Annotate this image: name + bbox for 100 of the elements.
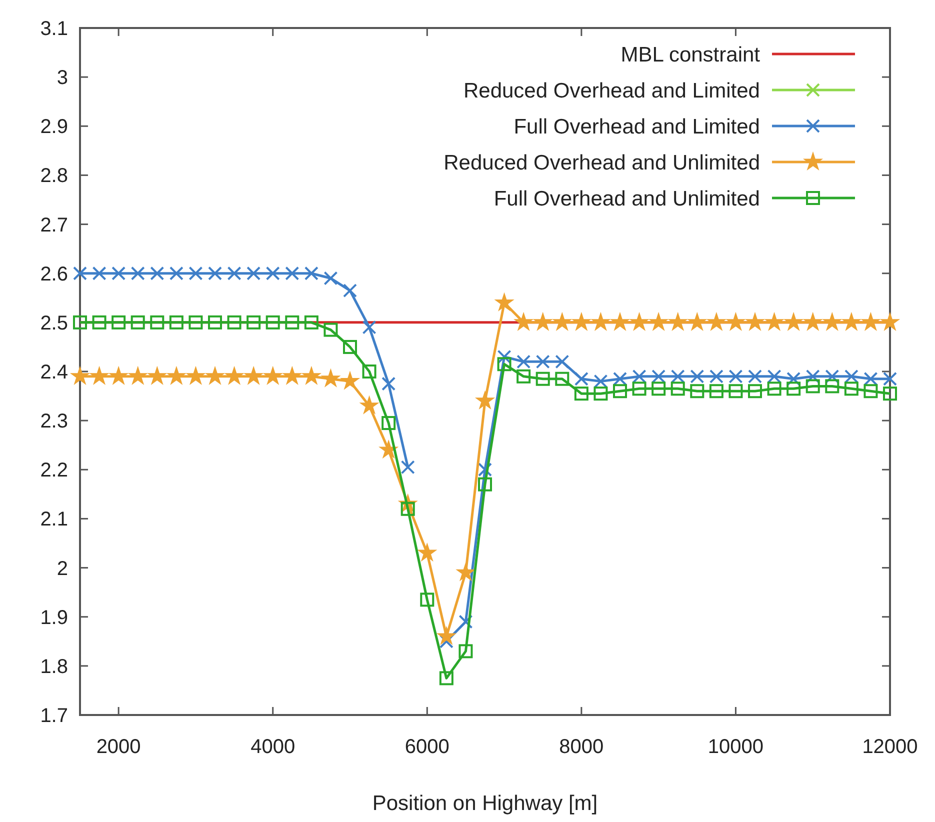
y-tick-label: 3.1 (40, 18, 68, 40)
point (439, 671, 454, 686)
point (536, 372, 550, 386)
point (285, 266, 300, 280)
point (130, 315, 145, 330)
point (555, 372, 570, 386)
point (150, 266, 164, 280)
point (92, 315, 106, 330)
point (92, 266, 106, 280)
point (418, 544, 436, 561)
point (362, 364, 376, 378)
point (632, 369, 646, 384)
x-tick-label: 6000 (404, 736, 450, 758)
point (362, 320, 376, 334)
point (497, 350, 512, 364)
point (746, 312, 764, 330)
point (765, 312, 784, 330)
point (458, 614, 473, 629)
point (842, 312, 860, 330)
point (650, 312, 668, 330)
point (112, 266, 126, 280)
point (668, 312, 687, 330)
point (883, 372, 897, 386)
point (806, 379, 820, 394)
point (864, 372, 878, 386)
y-tick-label: 2.1 (40, 508, 68, 531)
point (324, 271, 338, 286)
legend-label: MBL constraint (620, 43, 760, 66)
point (574, 372, 588, 386)
legend-label: Reduced Overhead and Unlimited (444, 151, 760, 174)
point (825, 369, 840, 384)
point (283, 366, 302, 384)
point (786, 382, 801, 396)
point (73, 266, 87, 280)
point (285, 315, 300, 330)
point (266, 266, 280, 280)
point (497, 357, 512, 372)
point (726, 312, 745, 330)
y-tick-label: 1.8 (40, 656, 68, 678)
point (110, 366, 128, 384)
point (70, 366, 90, 384)
point (690, 369, 704, 384)
point (90, 366, 108, 384)
point (516, 369, 531, 384)
y-tick-label: 1.9 (40, 606, 68, 629)
point (784, 312, 803, 330)
point (536, 354, 550, 369)
point (304, 315, 318, 330)
y-tick-label: 2.2 (40, 460, 68, 482)
point (478, 462, 492, 477)
point (823, 312, 842, 330)
point (630, 312, 648, 330)
point (572, 312, 590, 330)
point (456, 563, 475, 580)
point (304, 266, 318, 280)
point (707, 312, 726, 330)
point (244, 366, 263, 384)
point (169, 266, 184, 280)
point (767, 382, 782, 396)
point (594, 386, 608, 401)
point (880, 312, 900, 330)
y-tick-label: 2.7 (40, 214, 68, 236)
point (613, 372, 627, 386)
point (225, 366, 244, 384)
point (728, 369, 743, 384)
y-tick-label: 2.9 (40, 116, 68, 138)
point (844, 382, 858, 396)
point (574, 386, 588, 401)
x-tick-label: 12000 (862, 736, 918, 758)
y-tick-label: 3 (56, 67, 68, 90)
point (227, 266, 242, 280)
point (420, 592, 434, 607)
point (652, 382, 666, 396)
point (555, 354, 570, 369)
point (592, 312, 610, 330)
point (748, 369, 762, 384)
point (208, 315, 222, 330)
point (516, 354, 531, 369)
point (343, 340, 357, 354)
y-tick-label: 1.7 (40, 705, 68, 727)
point (324, 322, 338, 337)
point (343, 284, 357, 298)
point (864, 384, 878, 398)
point (266, 315, 280, 330)
point (148, 366, 166, 384)
point (495, 293, 514, 311)
point (534, 312, 552, 330)
point (188, 315, 203, 330)
point (206, 366, 224, 384)
point (130, 266, 145, 280)
x-tick-label: 8000 (559, 736, 604, 758)
point (786, 372, 801, 386)
point (476, 391, 494, 409)
y-tick-label: 2 (56, 558, 68, 580)
point (340, 372, 360, 390)
legend-label: Full Overhead and Unlimited (494, 187, 760, 210)
point (670, 369, 685, 384)
point (458, 644, 473, 658)
point (128, 366, 147, 384)
point (728, 384, 743, 398)
